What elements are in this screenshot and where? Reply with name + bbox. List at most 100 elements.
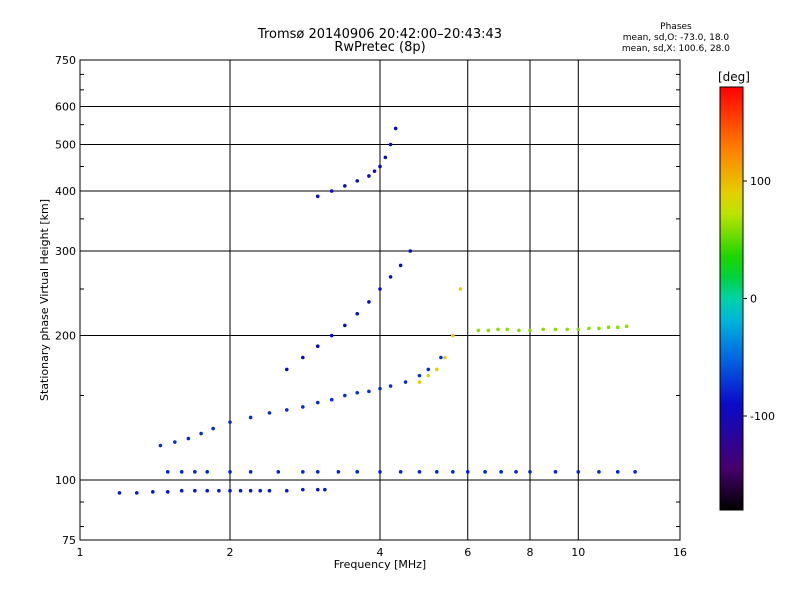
- x-tick-label: 16: [673, 546, 687, 559]
- data-point: [179, 488, 184, 493]
- colorbar: [719, 86, 744, 511]
- data-point: [541, 327, 545, 332]
- data-point: [505, 327, 509, 332]
- colorbar-tick-label: 0: [750, 293, 757, 306]
- data-point: [343, 184, 347, 188]
- data-point: [267, 488, 272, 493]
- data-point: [378, 386, 382, 391]
- chart-title: Tromsø 20140906 20:42:00–20:43:43: [257, 27, 503, 42]
- data-point: [408, 249, 413, 253]
- data-point: [205, 488, 209, 493]
- data-point: [476, 328, 481, 333]
- x-tick-label: 2: [227, 546, 234, 559]
- data-point: [248, 415, 253, 420]
- data-point: [553, 470, 558, 474]
- data-point: [367, 389, 371, 394]
- data-point: [615, 325, 620, 330]
- data-point: [343, 393, 347, 398]
- data-point: [417, 373, 422, 378]
- data-point: [565, 327, 569, 332]
- y-tick-label: 400: [55, 185, 76, 198]
- data-point: [517, 328, 521, 333]
- y-axis-label: Stationary phase Virtual Height [km]: [38, 199, 51, 401]
- y-tick-label: 500: [55, 139, 76, 152]
- data-point: [276, 470, 281, 474]
- data-point: [403, 380, 408, 384]
- data-point: [355, 390, 359, 395]
- data-point: [378, 287, 382, 291]
- data-point: [343, 323, 347, 328]
- data-point: [451, 470, 455, 474]
- y-tick-label: 600: [55, 101, 76, 114]
- data-point: [434, 470, 439, 474]
- data-point: [355, 470, 359, 474]
- data-point: [193, 470, 197, 474]
- data-point: [615, 470, 620, 474]
- data-point: [165, 470, 170, 474]
- data-point: [367, 174, 371, 178]
- data-point: [439, 355, 443, 360]
- x-tick-label: 4: [377, 546, 384, 559]
- y-tick-label: 75: [62, 534, 76, 547]
- data-point: [483, 470, 487, 474]
- data-point: [426, 367, 431, 372]
- data-point: [355, 179, 359, 183]
- data-point: [151, 490, 155, 494]
- x-tick-label: 1: [77, 546, 84, 559]
- data-point: [228, 470, 232, 474]
- data-point: [606, 325, 611, 330]
- data-point: [367, 300, 371, 304]
- colorbar-tick-label: -100: [750, 410, 775, 423]
- data-point: [378, 164, 382, 169]
- data-point: [186, 436, 191, 441]
- data-point: [211, 426, 215, 431]
- data-point: [134, 491, 139, 495]
- data-point: [284, 488, 289, 493]
- data-point: [372, 169, 377, 173]
- data-point: [388, 275, 393, 279]
- data-point: [633, 470, 637, 474]
- data-point: [398, 470, 403, 474]
- phases-legend: Phases mean, sd,O: -73.0, 18.0 mean, sd,…: [622, 22, 730, 55]
- data-point: [205, 470, 209, 474]
- data-point: [323, 487, 327, 492]
- data-point: [284, 408, 289, 412]
- data-point: [217, 488, 221, 493]
- data-point: [315, 470, 320, 474]
- y-tick-label: 100: [55, 474, 76, 487]
- colorbar-tick-label: 100: [750, 175, 771, 188]
- data-point: [514, 470, 518, 474]
- data-point: [417, 380, 422, 384]
- data-point: [329, 333, 334, 338]
- data-point: [267, 411, 272, 415]
- data-point: [238, 488, 243, 493]
- data-point: [388, 142, 393, 147]
- data-point: [451, 333, 455, 338]
- data-point: [315, 487, 320, 492]
- data-point: [443, 355, 447, 360]
- data-point: [393, 126, 398, 131]
- data-point: [624, 324, 629, 329]
- data-point: [179, 470, 184, 474]
- data-point: [301, 355, 305, 360]
- data-point: [465, 470, 470, 474]
- data-point: [248, 470, 253, 474]
- data-point: [336, 470, 341, 474]
- data-point: [193, 488, 197, 493]
- colorbar-unit: [deg]: [718, 70, 750, 84]
- data-point: [458, 287, 463, 291]
- data-point: [117, 491, 122, 495]
- x-tick-label: 10: [571, 546, 585, 559]
- y-tick-label: 300: [55, 245, 76, 258]
- phases-header: Phases: [660, 22, 692, 32]
- data-point: [228, 488, 232, 493]
- data-point: [499, 470, 503, 474]
- y-tick-label: 750: [55, 54, 76, 67]
- data-point: [417, 470, 422, 474]
- y-tick-label: 200: [55, 330, 76, 343]
- data-point: [496, 327, 500, 332]
- data-point: [378, 470, 382, 474]
- data-point: [528, 470, 532, 474]
- data-point: [248, 488, 253, 493]
